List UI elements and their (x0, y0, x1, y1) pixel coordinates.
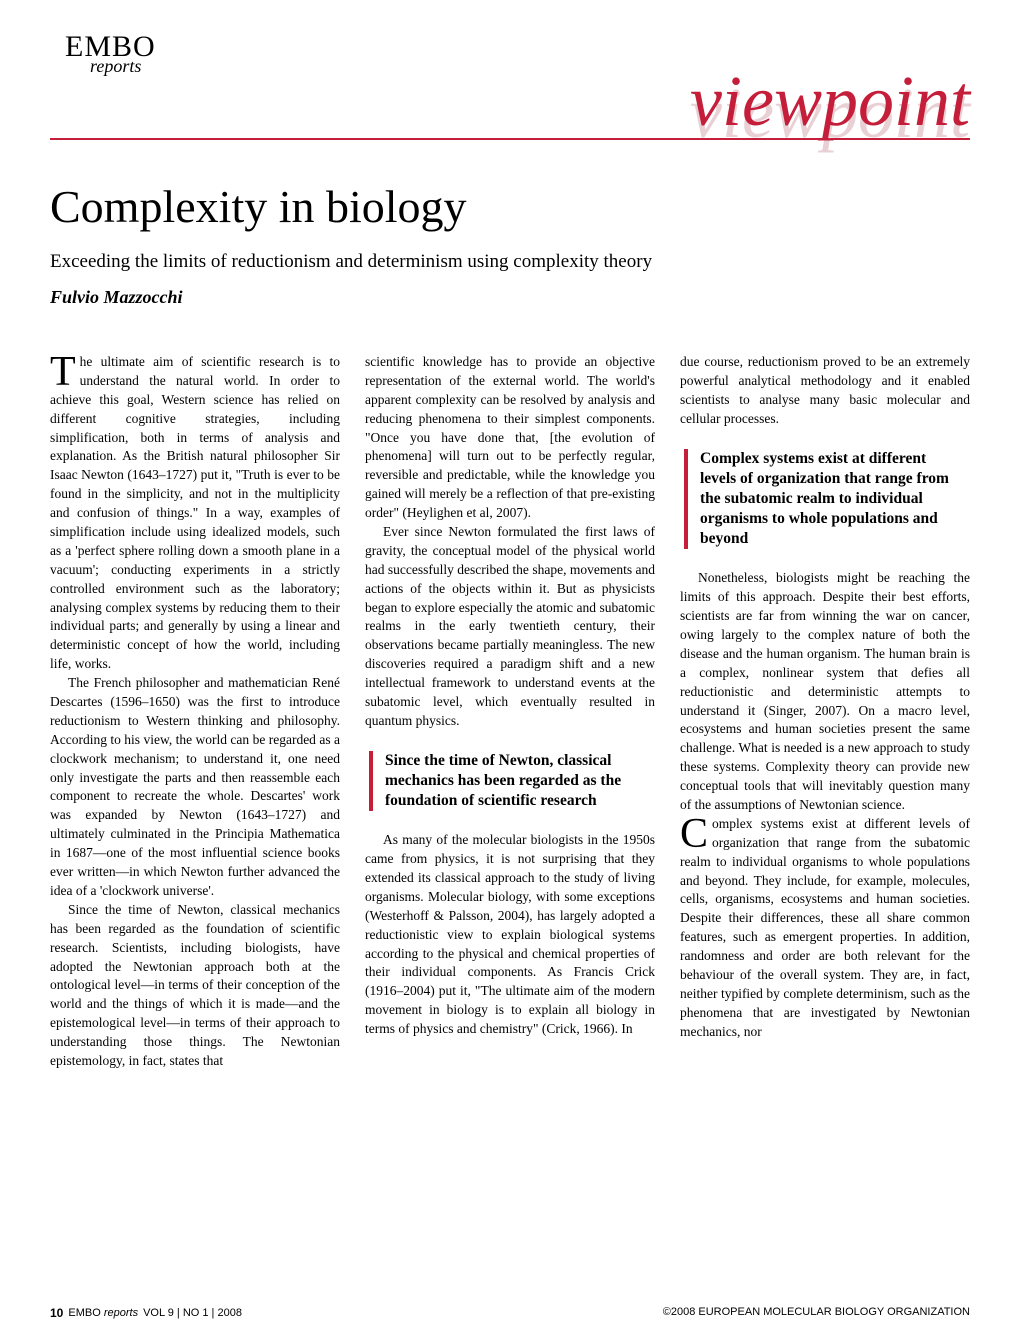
col2-para2: Ever since Newton formulated the first l… (365, 523, 655, 731)
col1-para3: Since the time of Newton, classical mech… (50, 901, 340, 1071)
article-author: Fulvio Mazzocchi (50, 287, 970, 308)
section-banner: viewpoint viewpoint (50, 60, 970, 140)
footer-vol-info: VOL 9 | NO 1 | 2008 (143, 1307, 242, 1319)
footer-copyright: ©2008 EUROPEAN MOLECULAR BIOLOGY ORGANIZ… (663, 1306, 970, 1320)
dropcap-t: T (50, 353, 80, 391)
footer-journal: EMBO reports (68, 1307, 138, 1319)
col3-p3-text: omplex systems exist at different levels… (680, 816, 970, 1039)
pullquote-newton: Since the time of Newton, classical mech… (369, 751, 651, 811)
footer-journal-sub: reports (104, 1307, 138, 1319)
column-1: The ultimate aim of scientific research … (50, 353, 340, 1071)
column-2: scientific knowledge has to provide an o… (365, 353, 655, 1071)
article-title: Complexity in biology (50, 180, 970, 233)
footer-journal-name: EMBO (68, 1307, 100, 1319)
banner-text: viewpoint (690, 61, 970, 141)
article-subtitle: Exceeding the limits of reductionism and… (50, 251, 970, 273)
col1-para2: The French philosopher and mathematician… (50, 674, 340, 901)
footer-left: 10 EMBO reports VOL 9 | NO 1 | 2008 (50, 1306, 242, 1320)
col1-p1-text: he ultimate aim of scientific research i… (50, 354, 340, 671)
col3-para1: due course, reductionism proved to be an… (680, 353, 970, 429)
col2-para3: As many of the molecular biologists in t… (365, 831, 655, 1039)
article-columns: The ultimate aim of scientific research … (50, 353, 970, 1071)
col1-para1: The ultimate aim of scientific research … (50, 353, 340, 674)
column-3: due course, reductionism proved to be an… (680, 353, 970, 1071)
pullquote-complex: Complex systems exist at different level… (684, 449, 966, 550)
page-footer: 10 EMBO reports VOL 9 | NO 1 | 2008 ©200… (50, 1306, 970, 1320)
col2-para1: scientific knowledge has to provide an o… (365, 353, 655, 523)
dropcap-c: C (680, 815, 712, 853)
page-number: 10 (50, 1306, 63, 1320)
col3-para3: Complex systems exist at different level… (680, 815, 970, 1042)
col3-para2: Nonetheless, biologists might be reachin… (680, 569, 970, 815)
